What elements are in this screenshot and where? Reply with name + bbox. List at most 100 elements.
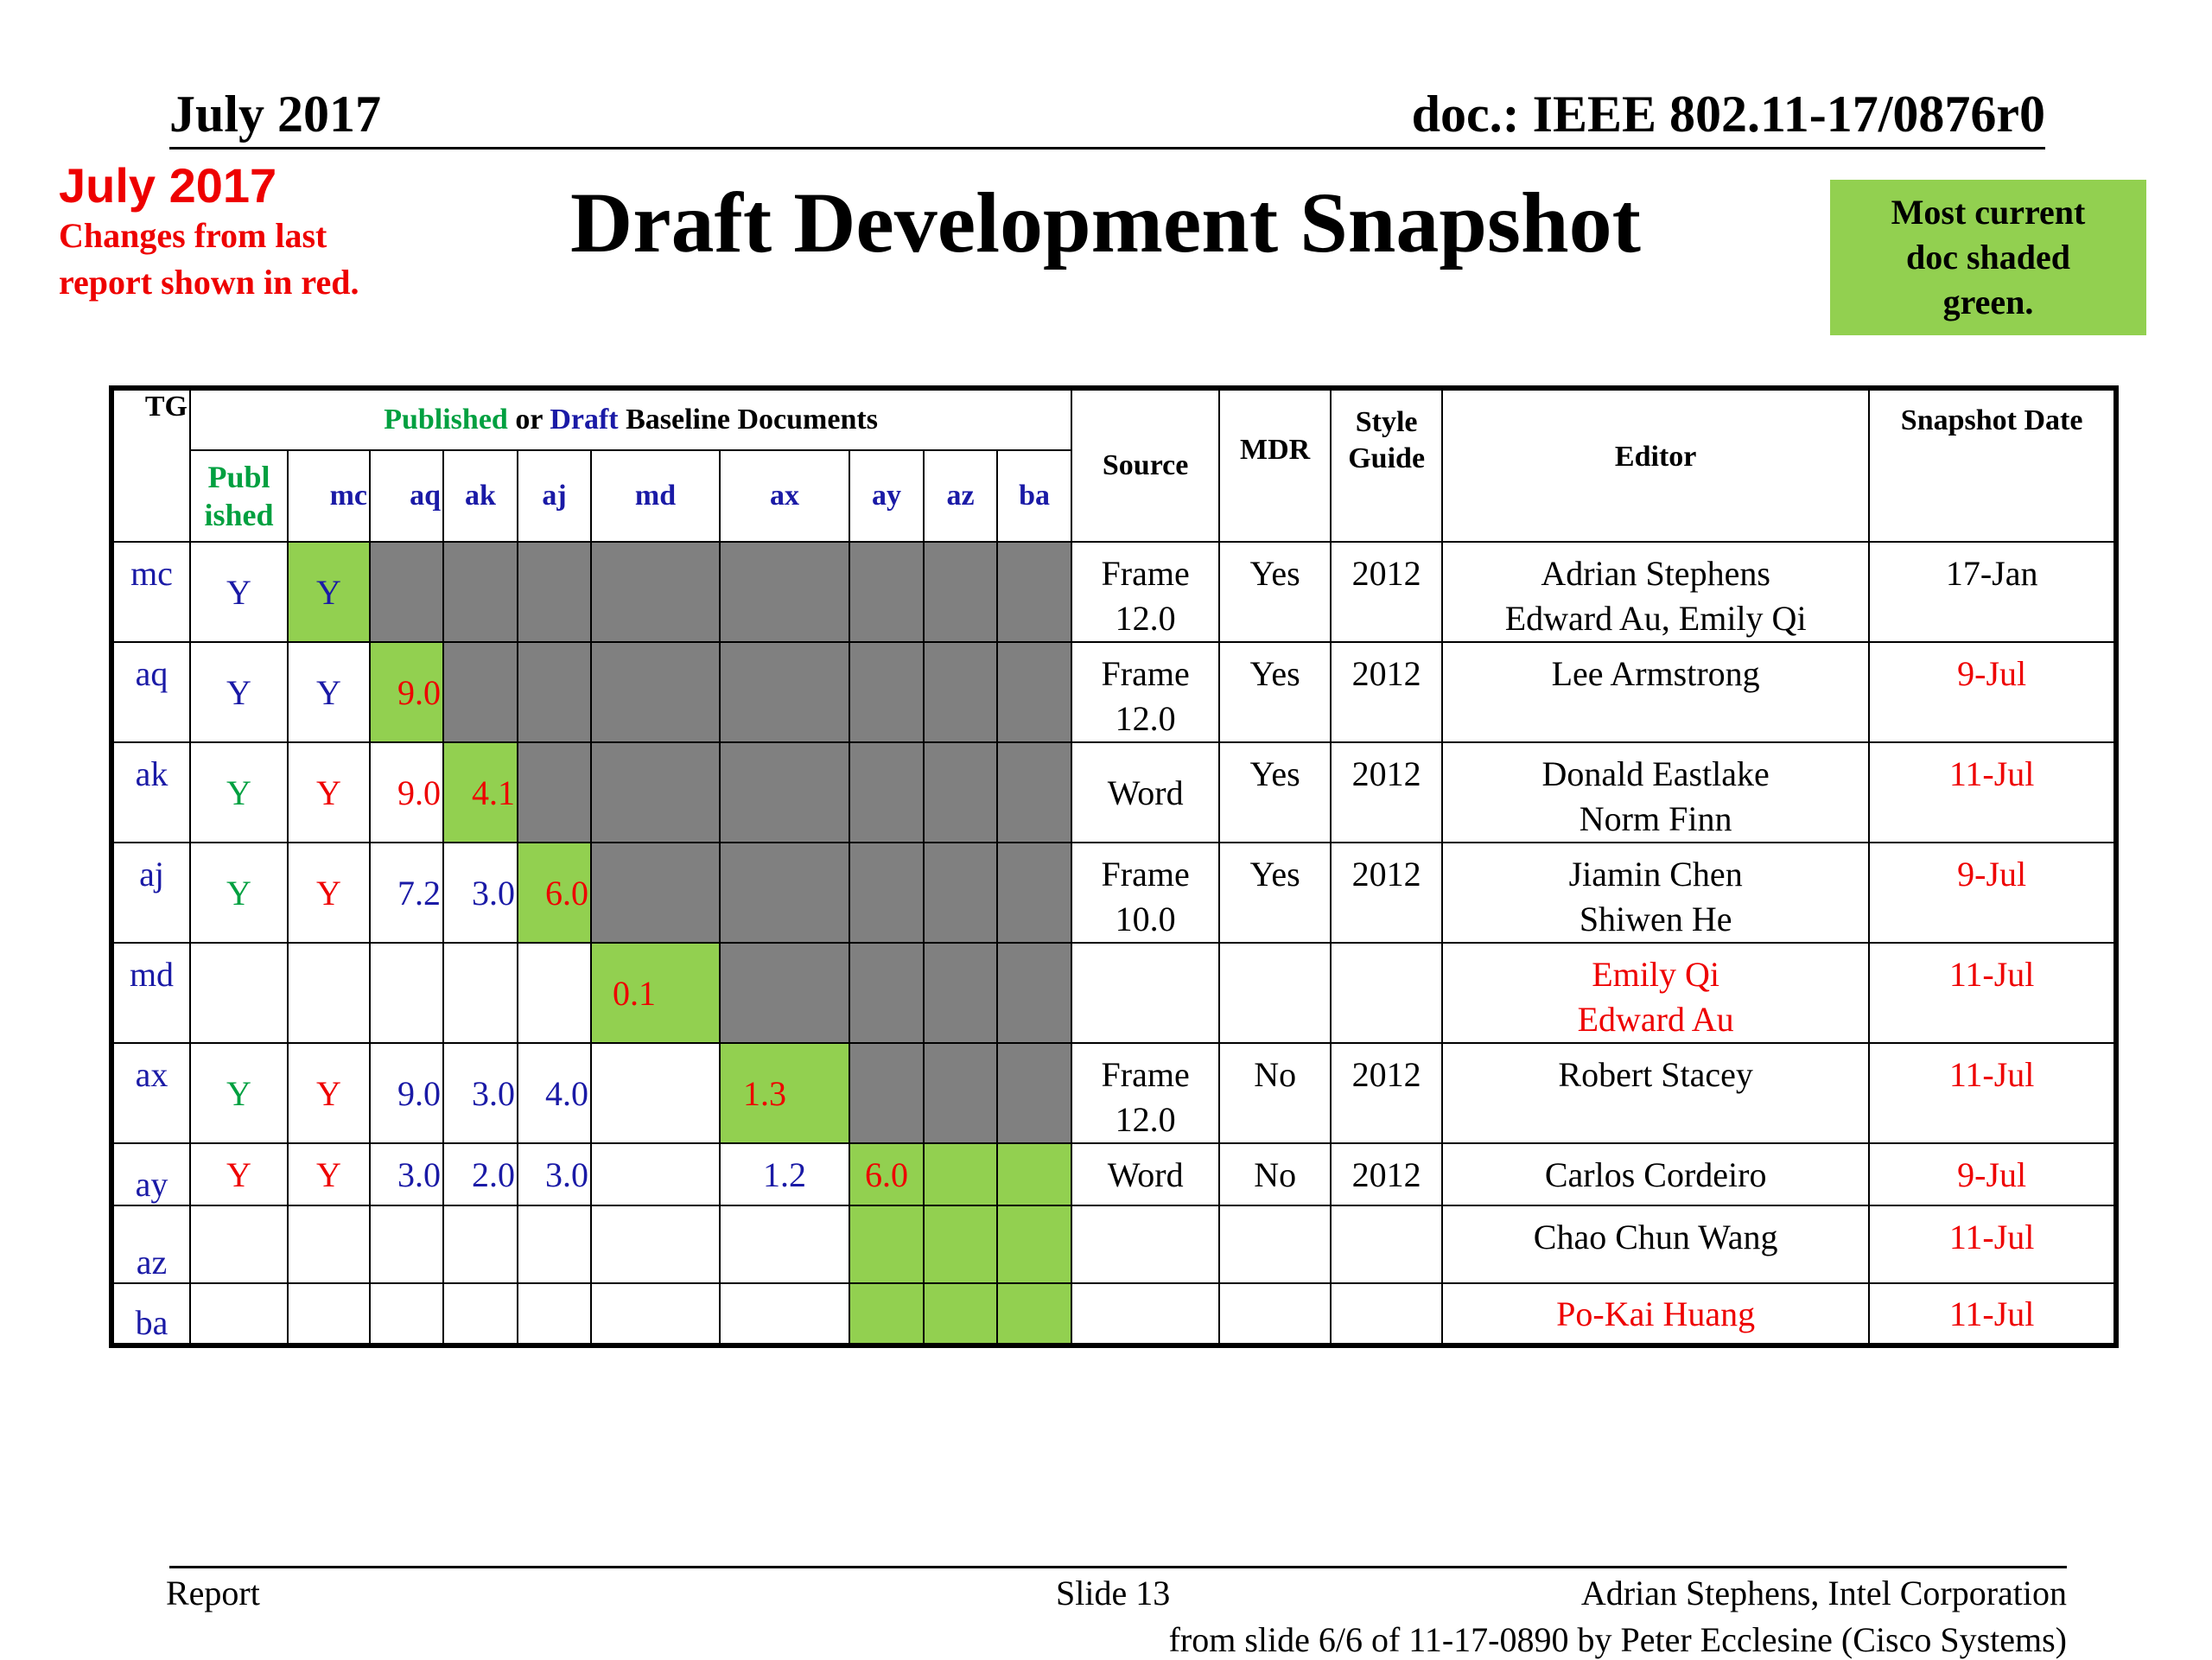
ak-cell: 4.1 (442, 741, 518, 843)
ak-cell (442, 541, 518, 643)
ak-cell: 3.0 (442, 842, 518, 944)
ax-cell: 1.2 (719, 1142, 850, 1206)
aq-cell: 9.0 (369, 1042, 444, 1144)
mdr-cell: Yes (1218, 842, 1332, 944)
header-rule (169, 147, 2045, 149)
ba-cell (995, 1142, 1073, 1206)
md-cell (590, 1282, 721, 1346)
az-cell (923, 541, 998, 643)
mdr-header: MDR (1218, 387, 1332, 543)
header-doc-number: doc.: IEEE 802.11-17/0876r0 (1411, 86, 2045, 143)
aj-cell (517, 942, 592, 1044)
subheader-mc: mc (287, 449, 371, 543)
ba-cell (995, 1205, 1073, 1284)
az-cell (923, 1042, 998, 1144)
editor-cell: Jiamin Chen Shiwen He (1441, 842, 1871, 944)
slide-title: Draft Development Snapshot (570, 175, 1641, 270)
ak-cell (442, 1205, 518, 1284)
editor-cell: Adrian Stephens Edward Au, Emily Qi (1441, 541, 1871, 643)
source-cell (1071, 1282, 1221, 1346)
published-cell: Y (189, 641, 289, 743)
changes-note-text: Changes from last report shown in red. (59, 213, 359, 306)
ax-cell (719, 541, 850, 643)
editor-cell: Po-Kai Huang (1441, 1282, 1871, 1346)
snapshot-date-cell: 9-Jul (1868, 1142, 2118, 1206)
editor-name: Shiwen He (1579, 900, 1732, 938)
published-cell (189, 1282, 289, 1346)
subheader-ak: ak (442, 449, 518, 543)
table-row: aq Y Y 9.0 Frame 12.0 Yes 2012 Lee Armstr… (111, 641, 2118, 743)
tg-cell: aj (111, 842, 191, 944)
ba-cell (995, 641, 1073, 743)
source-line: Frame (1101, 554, 1190, 593)
md-cell (590, 1042, 721, 1144)
tg-cell: aq (111, 641, 191, 743)
editor-name: Emily Qi (1592, 955, 1720, 994)
mc-cell: Y (287, 541, 371, 643)
subheader-aj: aj (517, 449, 592, 543)
snapshot-date-header: Snapshot Date (1868, 387, 2118, 543)
style-guide-cell: 2012 (1330, 1042, 1444, 1144)
style-guide-cell: 2012 (1330, 1142, 1444, 1206)
published-cell (189, 1205, 289, 1284)
ba-cell (995, 541, 1073, 643)
source-cell (1071, 1205, 1221, 1284)
style-guide-header: Style Guide (1330, 387, 1444, 543)
ay-cell: 6.0 (849, 1142, 925, 1206)
style-guide-cell: 2012 (1330, 541, 1444, 643)
source-header: Source (1071, 387, 1221, 543)
ax-cell (719, 741, 850, 843)
published-subheader: Publ ished (189, 449, 289, 543)
published-cell: Y (189, 1142, 289, 1206)
published-cell: Y (189, 541, 289, 643)
snapshot-date-cell: 11-Jul (1868, 942, 2118, 1044)
mc-cell (287, 1282, 371, 1346)
tg-cell: ay (111, 1142, 191, 1206)
md-cell (590, 1205, 721, 1284)
subheader-ba: ba (995, 449, 1073, 543)
aq-cell (369, 1282, 444, 1346)
aj-cell (517, 641, 592, 743)
mc-cell: Y (287, 741, 371, 843)
mdr-cell: Yes (1218, 641, 1332, 743)
source-cell (1071, 942, 1221, 1044)
editor-name: Edward Au, Emily Qi (1504, 599, 1807, 638)
snapshot-date-cell: 9-Jul (1868, 842, 2118, 944)
aq-cell: 9.0 (369, 741, 444, 843)
az-cell (923, 641, 998, 743)
editor-cell: Emily Qi Edward Au (1441, 942, 1871, 1044)
ax-cell (719, 1282, 850, 1346)
editor-name: Lee Armstrong (1551, 654, 1760, 693)
mdr-cell (1218, 1282, 1332, 1346)
published-cell: Y (189, 842, 289, 944)
ba-cell (995, 1282, 1073, 1346)
source-cell: Frame 12.0 (1071, 641, 1221, 743)
aj-cell (517, 1282, 592, 1346)
mc-cell (287, 942, 371, 1044)
published-cell: Y (189, 1042, 289, 1144)
ak-cell (442, 641, 518, 743)
published-subheader-line: Publ (207, 460, 270, 494)
az-cell (923, 1282, 998, 1346)
ba-cell (995, 842, 1073, 944)
mdr-cell: Yes (1218, 541, 1332, 643)
table-row: ay Y Y 3.0 2.0 3.0 1.2 6.0 Word No 2012 … (111, 1142, 2118, 1206)
style-guide-line: Style (1355, 406, 1418, 438)
mc-cell: Y (287, 1042, 371, 1144)
ay-cell (849, 741, 925, 843)
aq-cell: 9.0 (369, 641, 444, 743)
changes-note-line: Changes from last (59, 216, 327, 255)
subheader-md: md (590, 449, 721, 543)
or-label: or (507, 404, 550, 436)
snapshot-date-cell: 11-Jul (1868, 1282, 2118, 1346)
mdr-cell (1218, 942, 1332, 1044)
style-guide-cell: 2012 (1330, 741, 1444, 843)
aj-cell (517, 541, 592, 643)
table-row: ba Po-Kai Huang 11-Jul (111, 1282, 2118, 1346)
source-line: Frame (1101, 1055, 1190, 1094)
az-cell (923, 741, 998, 843)
footer-source: from slide 6/6 of 11-17-0890 by Peter Ec… (1168, 1620, 2067, 1659)
source-line: Frame (1101, 855, 1190, 894)
table-row: aj Y Y 7.2 3.0 6.0 Frame 10.0 Yes 2012 Ji… (111, 842, 2118, 944)
style-guide-cell: 2012 (1330, 842, 1444, 944)
